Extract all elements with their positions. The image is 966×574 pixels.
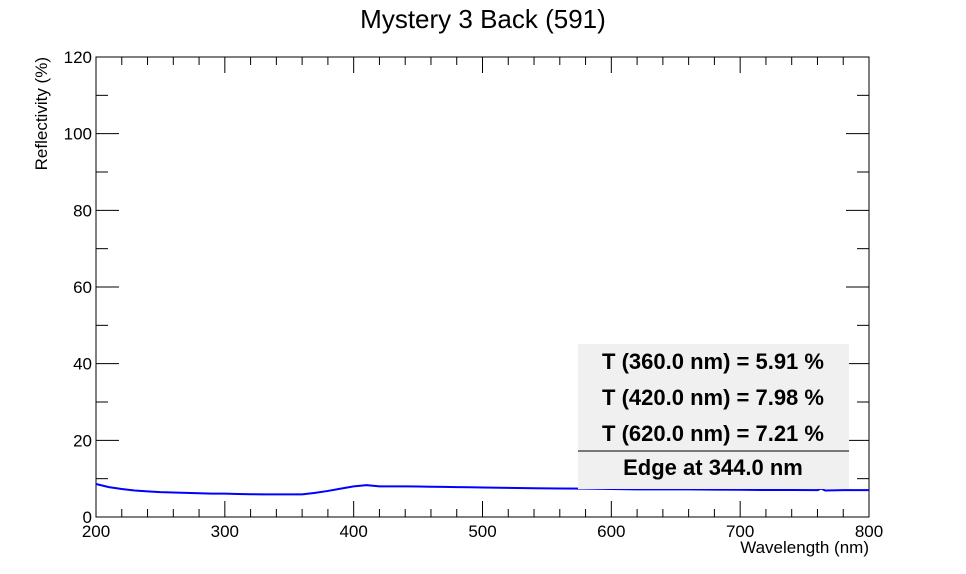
- x-tick-label: 500: [468, 522, 496, 541]
- stat-t-360: T (360.0 nm) = 5.91 %: [602, 349, 824, 374]
- y-tick-label: 120: [64, 48, 92, 67]
- y-tick-label: 20: [73, 431, 92, 450]
- tick-labels: 200 300 400 500 600 700 800 0 20 40 60 80 100 120: [64, 48, 884, 541]
- y-tick-label: 40: [73, 355, 92, 374]
- y-tick-label: 100: [64, 125, 92, 144]
- stat-edge: Edge at 344.0 nm: [623, 455, 803, 480]
- stats-box: T (360.0 nm) = 5.91 % T (420.0 nm) = 7.9…: [578, 344, 849, 489]
- x-axis-label: Wavelength (nm): [740, 538, 869, 557]
- x-tick-label: 400: [339, 522, 367, 541]
- y-tick-label: 80: [73, 201, 92, 220]
- x-tick-label: 800: [855, 522, 883, 541]
- x-tick-label: 700: [726, 522, 754, 541]
- axis-ticks: [95, 56, 870, 518]
- y-tick-label: 0: [83, 508, 92, 527]
- stat-t-420: T (420.0 nm) = 7.98 %: [602, 385, 824, 410]
- chart-title: Mystery 3 Back (591): [360, 4, 606, 34]
- reflectivity-series-line: [95, 483, 869, 496]
- x-tick-label: 200: [82, 522, 110, 541]
- x-tick-label: 600: [597, 522, 625, 541]
- y-tick-label: 60: [73, 278, 92, 297]
- stat-t-620: T (620.0 nm) = 7.21 %: [602, 421, 824, 446]
- stats-box-background: [578, 344, 849, 489]
- x-tick-label: 300: [211, 522, 239, 541]
- y-axis-label: Reflectivity (%): [32, 57, 51, 170]
